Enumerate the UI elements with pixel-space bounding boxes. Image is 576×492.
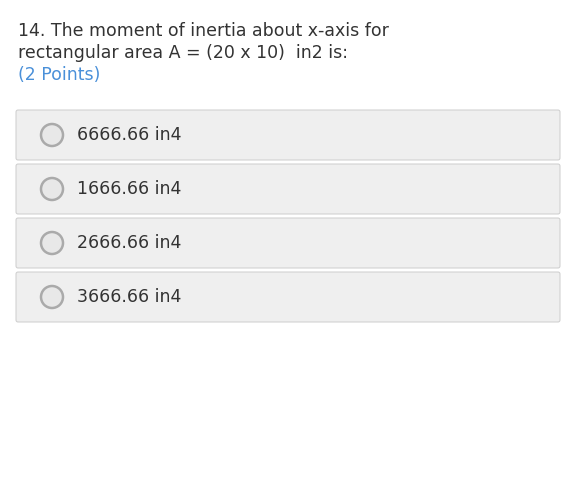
Text: 6666.66 in4: 6666.66 in4 [77, 126, 181, 144]
Text: 3666.66 in4: 3666.66 in4 [77, 288, 181, 306]
Circle shape [41, 286, 63, 308]
Text: 2666.66 in4: 2666.66 in4 [77, 234, 181, 252]
FancyBboxPatch shape [16, 272, 560, 322]
Circle shape [41, 178, 63, 200]
Circle shape [41, 124, 63, 146]
Text: rectangular area A = (20 x 10)  in2 is:: rectangular area A = (20 x 10) in2 is: [18, 44, 348, 62]
FancyBboxPatch shape [16, 218, 560, 268]
FancyBboxPatch shape [16, 164, 560, 214]
Text: 1666.66 in4: 1666.66 in4 [77, 180, 181, 198]
FancyBboxPatch shape [16, 110, 560, 160]
Text: (2 Points): (2 Points) [18, 66, 100, 84]
Text: 14. The moment of inertia about x-axis for: 14. The moment of inertia about x-axis f… [18, 22, 389, 40]
Circle shape [41, 232, 63, 254]
